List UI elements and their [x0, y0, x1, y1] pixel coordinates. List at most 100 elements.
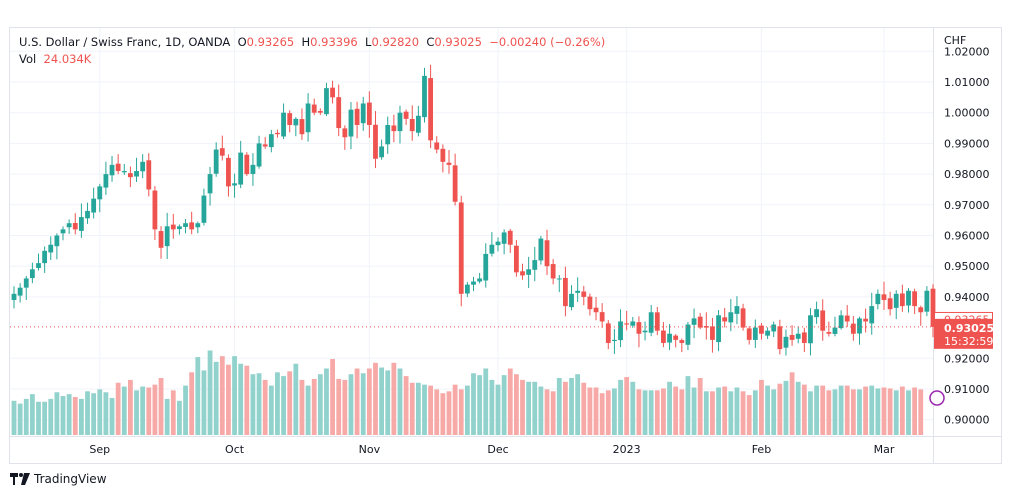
- candle-body: [434, 142, 440, 150]
- candle-body: [207, 174, 213, 194]
- candle-body: [244, 154, 250, 175]
- volume-bar: [54, 392, 60, 435]
- high-value: 0.93396: [310, 35, 358, 49]
- volume-bar: [207, 350, 213, 435]
- volume-bar: [869, 385, 875, 435]
- candle-body: [256, 143, 262, 167]
- volume-bar: [232, 356, 237, 435]
- time-tick-label: 2023: [613, 443, 641, 456]
- candle-body: [354, 108, 360, 125]
- candle-body: [42, 250, 48, 264]
- candle-body: [158, 231, 164, 248]
- volume-bar: [556, 378, 562, 435]
- volume-bar: [403, 376, 409, 435]
- candle-body: [189, 222, 195, 230]
- volume-bar: [152, 384, 158, 435]
- volume-bar: [97, 389, 103, 435]
- candle-body: [710, 326, 715, 340]
- volume-bar: [256, 373, 262, 435]
- candle-body: [373, 124, 378, 159]
- volume-bar: [121, 386, 127, 435]
- candle-body: [409, 118, 415, 132]
- volume-bar: [471, 373, 476, 435]
- volume-bar: [29, 394, 35, 435]
- volume-bar: [78, 398, 84, 435]
- volume-bar: [42, 401, 48, 435]
- volume-bar: [109, 397, 115, 435]
- candle-body: [140, 161, 146, 172]
- volume-bar: [771, 389, 777, 435]
- candle-body: [648, 312, 654, 333]
- price-tick-label: 0.97000: [944, 199, 990, 212]
- volume-bar: [863, 386, 869, 435]
- volume-bar: [624, 377, 630, 435]
- volume-bar: [360, 373, 366, 435]
- price-tick-label: 0.94000: [944, 291, 990, 304]
- candle-body: [91, 198, 97, 213]
- candle-body: [899, 293, 905, 307]
- volume-bar: [912, 387, 918, 435]
- candle-body: [78, 217, 84, 231]
- volume-bar: [195, 357, 201, 435]
- volume-bar: [679, 389, 685, 435]
- candle-body: [642, 330, 648, 333]
- volume-bar: [563, 381, 568, 435]
- time-tick-label: Dec: [487, 443, 508, 456]
- candle-body: [403, 111, 409, 119]
- candle-body: [170, 224, 176, 230]
- volume-bar: [654, 390, 660, 435]
- volume-bar: [458, 389, 464, 435]
- volume-bar: [219, 356, 225, 435]
- volume-bar: [250, 374, 256, 435]
- candle-body: [385, 124, 391, 145]
- candle-body: [906, 290, 911, 306]
- volume-bar: [801, 384, 807, 435]
- candle-body: [11, 293, 17, 300]
- candle-body: [299, 119, 305, 135]
- candle-body: [232, 183, 237, 186]
- price-tick-label: 1.01000: [944, 76, 990, 89]
- candle-body: [146, 160, 152, 190]
- volume-bar: [875, 388, 881, 435]
- candle-body: [379, 146, 384, 158]
- candle-body: [759, 325, 764, 334]
- tradingview-logo[interactable]: TradingView: [10, 472, 107, 486]
- volume-bar: [599, 393, 605, 435]
- volume-bar: [348, 374, 354, 435]
- volume-bar: [17, 403, 23, 435]
- time-tick-label: Nov: [359, 443, 381, 456]
- low-label: L: [365, 35, 372, 49]
- candle-body: [360, 103, 366, 124]
- volume-bar: [146, 387, 152, 435]
- volume-bar: [183, 385, 188, 435]
- candle-body: [164, 226, 170, 247]
- candle-body: [66, 223, 72, 228]
- candle-body: [820, 310, 826, 331]
- volume-bar: [324, 368, 329, 435]
- candle-body: [789, 335, 795, 340]
- volume-bar: [275, 372, 280, 435]
- candle-body: [226, 157, 231, 187]
- volume-bar: [703, 391, 709, 435]
- volume-bar: [85, 391, 90, 435]
- close-value: 0.93025: [434, 35, 482, 49]
- currency-label: CHF: [944, 34, 967, 47]
- volume-bar: [422, 384, 427, 435]
- volume-bar: [722, 386, 728, 435]
- candle-body: [526, 269, 532, 275]
- candle-body: [422, 75, 427, 118]
- candle-body: [452, 165, 458, 202]
- candle-body: [183, 223, 188, 227]
- candle-body: [556, 278, 562, 280]
- candle-body: [587, 296, 593, 310]
- candle-body: [869, 306, 875, 324]
- candle-body: [250, 164, 256, 174]
- volume-bar: [226, 364, 231, 435]
- volume-bar: [440, 393, 446, 435]
- candle-body: [177, 226, 182, 230]
- candle-body: [697, 316, 703, 328]
- volume-bar: [636, 389, 642, 435]
- volume-bar: [826, 390, 832, 435]
- price-tick-label: 1.02000: [944, 45, 990, 58]
